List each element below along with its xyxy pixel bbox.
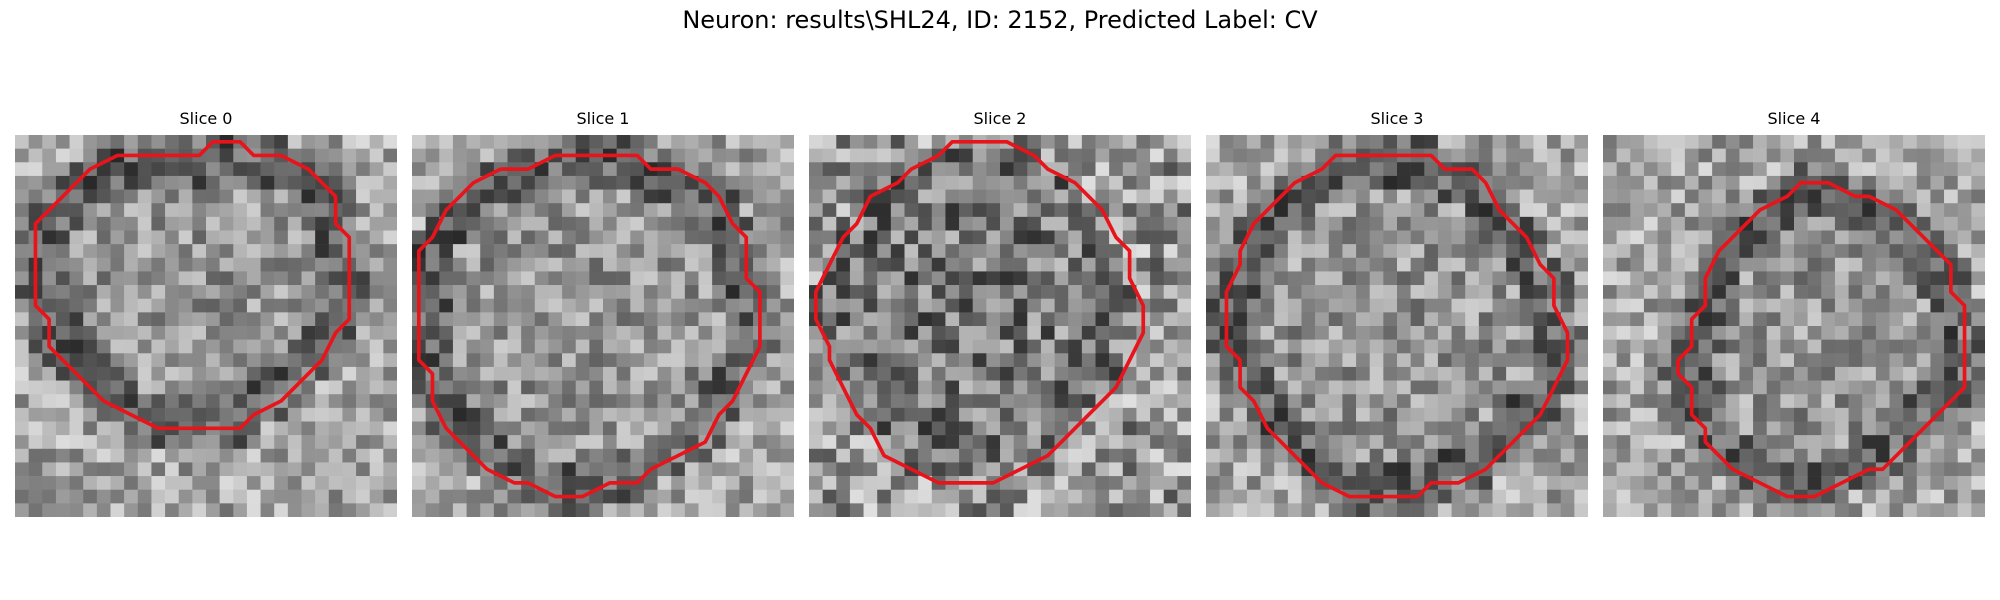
slice-image-0 — [15, 135, 397, 517]
pixel-grid — [809, 135, 1191, 517]
segmentation-outline — [1676, 180, 1967, 499]
slice-title-4: Slice 4 — [1767, 109, 1821, 128]
segmentation-outline — [1224, 153, 1570, 499]
pixel-grid — [15, 135, 397, 517]
segmentation-outline — [33, 139, 352, 431]
pixel-grid — [1206, 135, 1588, 517]
slice-image-2 — [809, 135, 1191, 517]
pixel-grid — [412, 135, 794, 517]
slice-title-1: Slice 1 — [576, 109, 630, 128]
slice-title-3: Slice 3 — [1370, 109, 1424, 128]
slice-panel-0: Slice 0 — [15, 108, 397, 517]
segmentation-outline — [813, 139, 1146, 485]
slice-image-4 — [1603, 135, 1985, 517]
slice-image-1 — [412, 135, 794, 517]
slice-panel-2: Slice 2 — [809, 108, 1191, 517]
pixel-grid — [1603, 135, 1985, 517]
slice-image-3 — [1206, 135, 1588, 517]
slice-panel-3: Slice 3 — [1206, 108, 1588, 517]
segmentation-outline — [416, 153, 762, 499]
figure-suptitle: Neuron: results\SHL24, ID: 2152, Predict… — [682, 6, 1318, 34]
slice-panel-1: Slice 1 — [412, 108, 794, 517]
slice-title-0: Slice 0 — [179, 109, 233, 128]
slice-panel-4: Slice 4 — [1603, 108, 1985, 517]
slice-title-2: Slice 2 — [973, 109, 1027, 128]
